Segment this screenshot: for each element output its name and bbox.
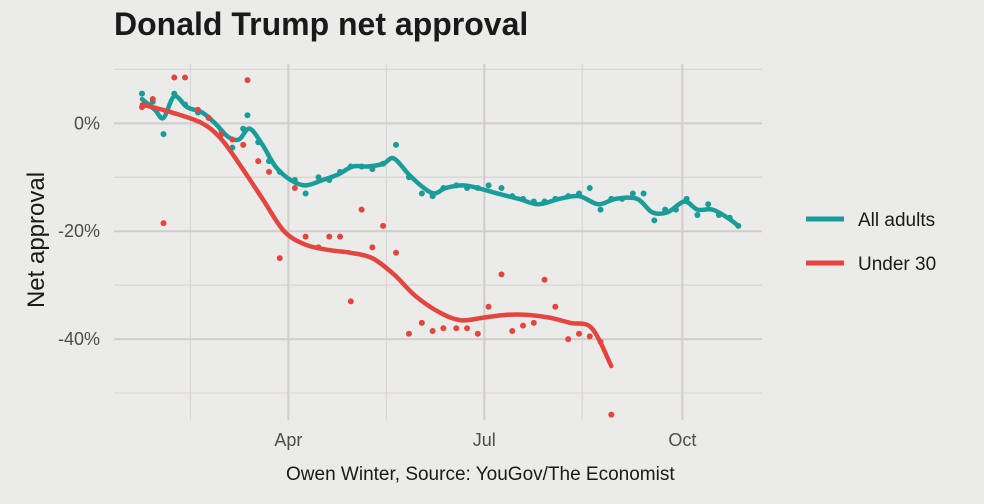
data-point bbox=[586, 333, 593, 340]
data-point bbox=[194, 106, 201, 113]
data-point bbox=[597, 206, 604, 213]
data-point bbox=[520, 322, 527, 329]
data-point bbox=[160, 131, 167, 138]
data-point bbox=[255, 158, 262, 165]
data-point bbox=[149, 96, 156, 103]
y-axis-label: Net approval bbox=[23, 172, 50, 308]
data-point bbox=[552, 303, 559, 310]
chart-title: Donald Trump net approval bbox=[114, 6, 529, 42]
data-point bbox=[485, 303, 492, 310]
data-point bbox=[429, 328, 436, 334]
data-point bbox=[160, 220, 167, 227]
y-tick-label: -20% bbox=[58, 221, 100, 241]
chart-caption: Owen Winter, Source: YouGov/The Economis… bbox=[286, 464, 675, 485]
x-tick-labels: Apr Jul Oct bbox=[274, 430, 696, 450]
series-0 bbox=[138, 90, 742, 229]
data-point bbox=[485, 182, 492, 189]
data-point bbox=[541, 276, 548, 283]
y-tick-label: -40% bbox=[58, 329, 100, 349]
data-point bbox=[240, 141, 247, 148]
x-tick-label: Jul bbox=[473, 430, 496, 450]
data-point bbox=[608, 411, 615, 418]
data-point bbox=[171, 74, 178, 81]
data-point bbox=[453, 325, 460, 332]
y-tick-label: 0% bbox=[74, 113, 100, 133]
data-point bbox=[418, 319, 425, 326]
series-layer bbox=[138, 74, 742, 418]
legend-label: All adults bbox=[858, 210, 935, 231]
data-point bbox=[705, 201, 712, 208]
x-tick-label: Apr bbox=[274, 430, 302, 450]
trend-line bbox=[139, 102, 614, 369]
data-point bbox=[498, 271, 505, 278]
data-point bbox=[405, 330, 412, 337]
y-tick-labels: 0% -20% -40% bbox=[58, 113, 100, 349]
data-point bbox=[380, 222, 387, 229]
data-point bbox=[266, 168, 273, 175]
data-point bbox=[205, 114, 212, 121]
data-point bbox=[138, 90, 145, 97]
data-point bbox=[640, 190, 647, 197]
data-point bbox=[229, 136, 236, 143]
data-point bbox=[291, 185, 298, 192]
legend-item: All adults bbox=[806, 210, 935, 231]
data-point bbox=[418, 190, 425, 197]
data-point bbox=[586, 185, 593, 192]
data-point bbox=[565, 336, 572, 343]
data-point bbox=[369, 244, 376, 251]
data-point bbox=[393, 141, 400, 148]
data-point bbox=[347, 298, 354, 305]
data-point bbox=[651, 217, 658, 224]
trend-line bbox=[139, 93, 741, 229]
data-point bbox=[302, 190, 309, 197]
grid bbox=[114, 64, 762, 420]
data-point bbox=[530, 319, 537, 326]
data-point bbox=[244, 77, 251, 84]
data-point bbox=[326, 233, 333, 240]
legend: All adults Under 30 bbox=[806, 210, 936, 275]
data-point bbox=[244, 112, 251, 119]
data-point bbox=[629, 190, 636, 197]
data-point bbox=[393, 249, 400, 256]
data-point bbox=[302, 233, 309, 240]
data-point bbox=[464, 325, 471, 332]
data-point bbox=[694, 212, 701, 219]
data-point bbox=[576, 330, 583, 337]
data-point bbox=[182, 74, 189, 81]
data-point bbox=[474, 330, 481, 337]
data-point bbox=[440, 325, 447, 332]
series-1 bbox=[138, 74, 615, 418]
x-tick-label: Oct bbox=[668, 430, 696, 450]
data-point bbox=[337, 233, 344, 240]
data-point bbox=[276, 255, 283, 262]
data-point bbox=[358, 206, 365, 213]
data-point bbox=[509, 328, 516, 334]
data-point bbox=[498, 185, 505, 192]
legend-label: Under 30 bbox=[858, 254, 936, 275]
legend-item: Under 30 bbox=[806, 254, 936, 275]
